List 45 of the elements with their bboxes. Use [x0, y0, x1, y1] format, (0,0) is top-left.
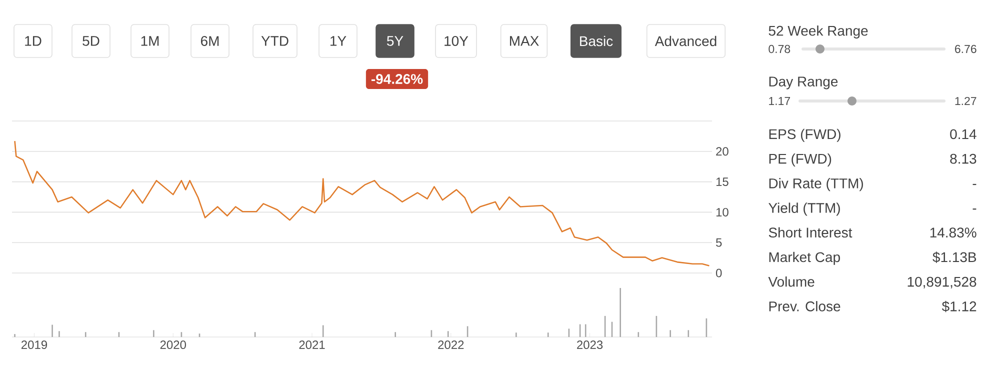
text: -94.26%	[371, 74, 423, 84]
text: 1.17	[769, 97, 790, 105]
text: PE (FWD)	[769, 153, 832, 167]
text: 0.14	[950, 129, 976, 140]
text: 6.76	[955, 44, 976, 54]
text: MAX	[510, 36, 539, 46]
x-tick-label: 2021	[299, 340, 325, 350]
text: 0.78	[768, 44, 790, 54]
text: 52 Week Range	[768, 25, 868, 39]
text: 1M	[141, 36, 159, 46]
text: Day Range	[769, 76, 838, 90]
text: Yield (TTM)	[768, 202, 840, 216]
text: Advanced	[654, 36, 716, 46]
text: Volume	[768, 276, 814, 287]
text: $1.13B	[932, 252, 976, 263]
text: -	[972, 208, 976, 210]
line-series	[14, 140, 710, 266]
text: 14.83%	[930, 228, 976, 238]
text: 8.13	[950, 154, 976, 164]
text: 5D	[82, 36, 100, 46]
y-tick-label: 10	[716, 208, 728, 216]
y-tick-label: 15	[716, 178, 728, 186]
x-tick-label: 2023	[577, 340, 603, 350]
text: -	[972, 184, 976, 186]
y-tick-label: 20	[716, 147, 728, 156]
text: 6M	[200, 36, 219, 46]
x-tick-label: 2020	[160, 340, 186, 350]
x-tick-label: 2022	[438, 340, 464, 350]
text: Prev. Close	[769, 301, 840, 312]
text: 1Y	[330, 36, 346, 46]
text: YTD	[261, 36, 288, 46]
x-tick-label: 2019	[21, 340, 47, 350]
text: 1D	[25, 36, 42, 46]
text: Div Rate (TTM)	[769, 178, 863, 192]
text: 10Y	[444, 36, 468, 46]
text: 10,891,528	[908, 276, 976, 288]
text: 1.27	[955, 96, 976, 106]
y-tick-label: 5	[716, 238, 722, 247]
y-tick-label: 0	[716, 268, 722, 278]
text: Short Interest	[768, 227, 852, 238]
text: 5Y	[387, 36, 404, 46]
text: Market Cap	[769, 252, 840, 265]
text: EPS (FWD)	[769, 128, 840, 142]
text: Basic	[580, 36, 613, 46]
text: $1.12	[942, 300, 976, 312]
